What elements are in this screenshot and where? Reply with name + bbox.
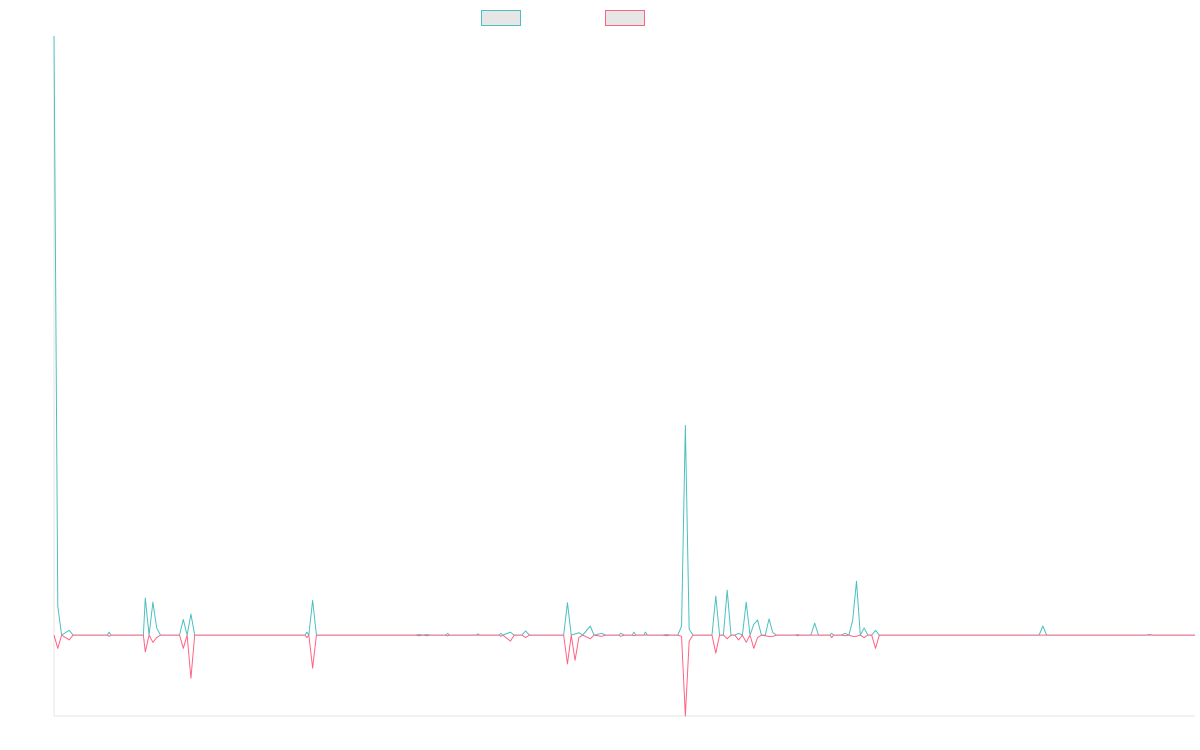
legend-swatch-2 [605, 10, 645, 26]
series-lines [53, 35, 1195, 717]
series-line-2 [53, 634, 1195, 717]
series-line-1 [53, 35, 1195, 636]
legend [481, 10, 645, 26]
axes [53, 36, 1195, 717]
legend-swatch-1 [481, 10, 521, 26]
